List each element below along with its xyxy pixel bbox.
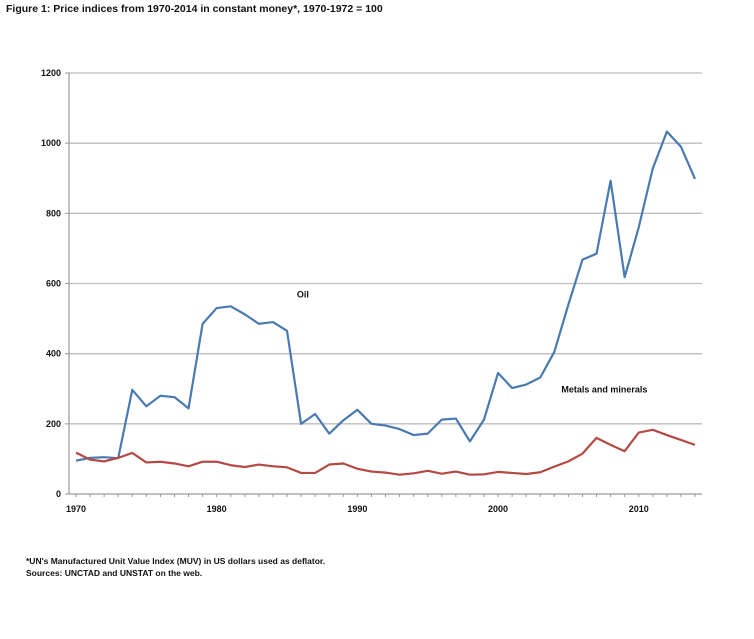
y-tick-label: 0 — [56, 489, 61, 499]
series-line-metals-and-minerals — [75, 428, 696, 476]
y-tick-label: 200 — [46, 419, 61, 429]
footnote-sources: Sources: UNCTAD and UNSTAT on the web. — [26, 568, 203, 578]
annotations: Oil Metals and minerals — [297, 290, 648, 395]
annotation-label: Oil — [297, 290, 309, 300]
gridlines — [69, 72, 702, 425]
x-tick-label: 1980 — [207, 504, 227, 514]
y-tick-label: 800 — [46, 208, 61, 218]
footnote-deflator: *UN's Manufactured Unit Value Index (MUV… — [26, 556, 326, 566]
y-tick-label: 1000 — [41, 138, 61, 148]
y-tick-label: 400 — [46, 349, 61, 359]
y-tick-label: 600 — [46, 279, 61, 289]
x-tick-label: 2000 — [488, 504, 508, 514]
chart-title: Figure 1: Price indices from 1970-2014 i… — [6, 3, 383, 15]
annotation-label: Metals and minerals — [561, 384, 647, 394]
series-lines — [75, 130, 697, 476]
axes — [65, 72, 702, 497]
x-tick-label: 1970 — [66, 504, 86, 514]
y-tick-label: 1200 — [41, 68, 61, 78]
x-tick-label: 1990 — [347, 504, 367, 514]
series-line-oil — [75, 130, 697, 462]
tick-labels: 0 200 400 600 800 1000 1200 1970 1980 1990 2000 201… — [41, 68, 649, 514]
x-tick-label: 2010 — [629, 504, 649, 514]
